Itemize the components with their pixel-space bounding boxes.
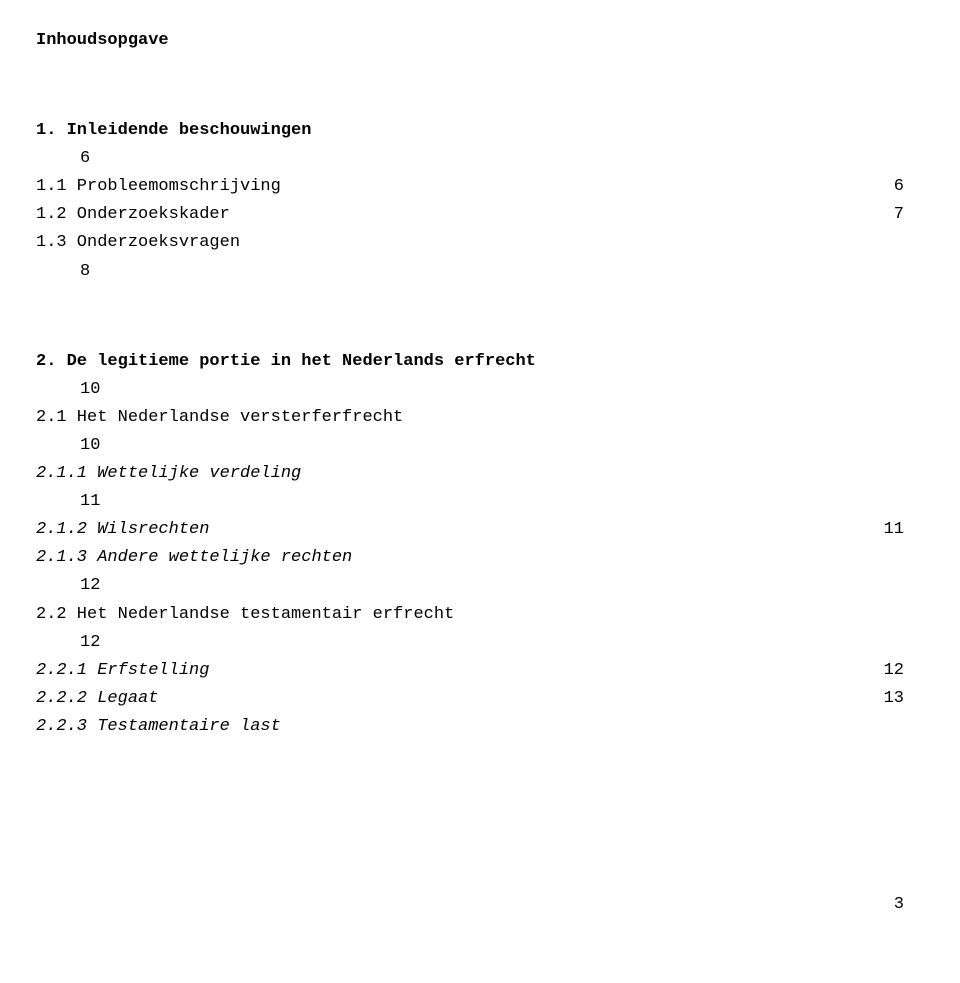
toc-entry: 1. Inleidende beschouwingen [36,120,311,142]
toc-entry: 1.3 Onderzoeksvragen [36,232,240,254]
toc-entry: 1.2 Onderzoekskader [36,204,230,226]
toc-entry: 2.1.2 Wilsrechten [36,519,209,541]
toc-page: 8 [80,261,90,283]
toc-entry: 2.2 Het Nederlandse testamentair erfrech… [36,604,454,626]
page-title: Inhoudsopgave [36,30,169,52]
toc-entry: 1.1 Probleemomschrijving [36,176,281,198]
toc-page: 6 [80,148,90,170]
toc-page: 13 [860,688,904,710]
toc-entry: 2.2.3 Testamentaire last [36,716,281,738]
toc-entry: 2.1.1 Wettelijke verdeling [36,463,301,485]
toc-entry: 2.1.3 Andere wettelijke rechten [36,547,352,569]
toc-entry: 2.1 Het Nederlandse versterferfrecht [36,407,403,429]
toc-page: 12 [80,575,100,597]
toc-page: 12 [860,660,904,682]
toc-page: 12 [80,632,100,654]
footer-page-number: 3 [36,744,904,916]
toc-page: 10 [80,379,100,401]
toc-entry: 2.2.2 Legaat [36,688,158,710]
toc-entry: 2.2.1 Erfstelling [36,660,209,682]
toc-page: 11 [80,491,100,513]
toc-page: 11 [860,519,904,541]
toc-entry: 2. De legitieme portie in het Nederlands… [36,351,536,373]
toc-page: 6 [870,176,904,198]
toc-page: 7 [870,204,904,226]
toc-page: 10 [80,435,100,457]
